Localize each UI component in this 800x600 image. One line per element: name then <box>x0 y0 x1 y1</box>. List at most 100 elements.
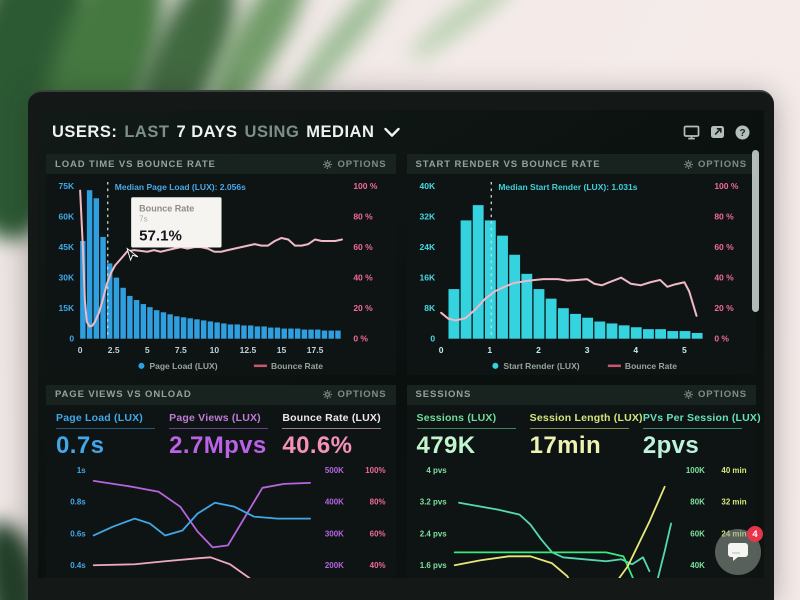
svg-text:Bounce Rate: Bounce Rate <box>271 361 323 371</box>
svg-text:40 %: 40 % <box>714 273 734 283</box>
svg-text:0: 0 <box>78 345 83 355</box>
svg-text:16K: 16K <box>419 273 435 283</box>
plant-leaf <box>404 0 528 67</box>
panel-load-time-vs-bounce-rate: LOAD TIME VS BOUNCE RATE OPTIONS 75K 60K 4… <box>46 154 396 375</box>
svg-text:0.8s: 0.8s <box>70 498 86 507</box>
metric-pvs-per-session: PVs Per Session (LUX) 2pvs <box>642 411 761 459</box>
header-segment: USERS: <box>52 122 118 141</box>
options-button[interactable]: OPTIONS <box>683 159 747 170</box>
svg-text:40 min: 40 min <box>721 466 746 475</box>
svg-text:Start Render (LUX): Start Render (LUX) <box>503 361 579 371</box>
svg-text:20 %: 20 % <box>714 303 734 313</box>
svg-text:60K: 60K <box>690 529 705 538</box>
metrics-row: Page Load (LUX) 0.7s Page Views (LUX) 2.… <box>46 405 396 462</box>
svg-text:0.6s: 0.6s <box>70 529 86 538</box>
svg-text:200K: 200K <box>325 561 344 570</box>
laptop: USERS: LAST 7 DAYS USING MEDIAN <box>28 90 774 600</box>
svg-text:0: 0 <box>430 334 435 344</box>
gear-icon <box>683 159 693 169</box>
svg-text:7.5: 7.5 <box>175 345 187 355</box>
chat-bubble[interactable]: 4 <box>715 526 763 575</box>
svg-text:40 %: 40 % <box>353 273 373 283</box>
svg-text:Bounce Rate: Bounce Rate <box>624 361 676 371</box>
svg-text:30K: 30K <box>58 273 74 283</box>
share-icon[interactable] <box>710 125 725 139</box>
header-segment: 7 DAYS <box>176 122 238 141</box>
panel-header: START RENDER VS BOUNCE RATE OPTIONS <box>406 154 756 174</box>
svg-text:17.5: 17.5 <box>307 345 324 355</box>
panel-start-render-vs-bounce-rate: START RENDER VS BOUNCE RATE OPTIONS 40K 3… <box>406 154 757 375</box>
chevron-down-icon <box>384 127 401 138</box>
help-icon[interactable]: ? <box>735 125 750 140</box>
svg-text:60K: 60K <box>58 212 74 222</box>
panel-page-views-vs-onload: PAGE VIEWS VS ONLOAD OPTIONS Page Load (… <box>46 384 396 578</box>
svg-text:57.1%: 57.1% <box>139 227 182 244</box>
panel-title: PAGE VIEWS VS ONLOAD <box>55 389 192 401</box>
header-segment: MEDIAN <box>306 122 375 141</box>
panel-title: SESSIONS <box>415 389 472 401</box>
options-button[interactable]: OPTIONS <box>683 389 747 400</box>
load-time-chart[interactable]: 75K 60K 45K 30K 15K 0 100 % 80 % 60 % 40 % 20 % 0 %… <box>46 174 396 375</box>
svg-text:2: 2 <box>536 345 541 355</box>
panel-header: PAGE VIEWS VS ONLOAD OPTIONS <box>46 384 396 405</box>
svg-text:8K: 8K <box>424 303 436 313</box>
svg-text:Median Start Render (LUX): 1.0: Median Start Render (LUX): 1.031s <box>498 182 637 192</box>
metric-page-views: Page Views (LUX) 2.7Mpvs <box>169 411 269 459</box>
svg-text:400K: 400K <box>325 498 344 507</box>
svg-text:60 %: 60 % <box>714 242 734 252</box>
svg-text:80K: 80K <box>690 498 705 507</box>
svg-text:80 %: 80 % <box>353 212 373 222</box>
svg-text:?: ? <box>739 128 745 139</box>
options-button[interactable]: OPTIONS <box>323 159 386 170</box>
svg-text:Page Load (LUX): Page Load (LUX) <box>149 361 217 371</box>
svg-text:2.4 pvs: 2.4 pvs <box>419 529 447 538</box>
gear-icon <box>683 390 693 400</box>
svg-text:3: 3 <box>584 345 589 355</box>
svg-text:10: 10 <box>210 345 220 355</box>
svg-text:5: 5 <box>682 345 687 355</box>
start-render-chart[interactable]: 40K 32K 24K 16K 8K 0 100 % 80 % 60 % 40 % 20 % 0 % 0… <box>407 174 757 375</box>
header-segment: LAST <box>124 122 170 141</box>
svg-text:80%: 80% <box>370 498 386 507</box>
metric-session-length: Session Length (LUX) 17min <box>529 411 643 459</box>
users-filter-dropdown[interactable]: USERS: LAST 7 DAYS USING MEDIAN <box>52 122 401 142</box>
svg-text:500K: 500K <box>325 466 344 475</box>
svg-text:1.6 pvs: 1.6 pvs <box>419 561 447 570</box>
svg-text:100K: 100K <box>685 466 704 475</box>
gear-icon <box>323 159 333 169</box>
svg-text:7s: 7s <box>139 214 147 223</box>
svg-text:40K: 40K <box>419 181 435 191</box>
notification-badge: 4 <box>747 526 763 542</box>
page-views-chart[interactable]: 1s 0.8s 0.6s 0.4s 500K 400K 300K 200K 100% 80% 60%… <box>46 462 396 578</box>
svg-text:32K: 32K <box>419 212 435 222</box>
svg-text:75K: 75K <box>58 181 74 191</box>
svg-text:15: 15 <box>277 345 287 355</box>
svg-text:Median Page Load (LUX): 2.056s: Median Page Load (LUX): 2.056s <box>115 182 246 192</box>
panel-sessions: SESSIONS OPTIONS Sessions (LUX) 479K <box>406 384 761 578</box>
metric-page-load: Page Load (LUX) 0.7s <box>56 412 159 460</box>
svg-text:45K: 45K <box>58 242 74 252</box>
svg-text:80 %: 80 % <box>714 212 734 222</box>
header-segment: USING <box>244 122 300 141</box>
metric-sessions: Sessions (LUX) 479K <box>416 412 520 460</box>
svg-text:100 %: 100 % <box>353 181 378 191</box>
svg-text:3.2 pvs: 3.2 pvs <box>419 498 447 507</box>
svg-text:100 %: 100 % <box>714 181 739 191</box>
svg-text:60%: 60% <box>370 529 386 538</box>
svg-text:12.5: 12.5 <box>240 345 257 355</box>
panel-title: LOAD TIME VS BOUNCE RATE <box>55 158 216 170</box>
svg-text:300K: 300K <box>325 529 344 538</box>
svg-text:100%: 100% <box>365 466 385 475</box>
svg-text:Bounce Rate: Bounce Rate <box>139 203 194 213</box>
monitor-icon[interactable] <box>683 125 700 140</box>
svg-text:0: 0 <box>438 345 443 355</box>
panel-header: SESSIONS OPTIONS <box>406 384 756 405</box>
scrollbar-thumb[interactable] <box>752 150 759 312</box>
options-button[interactable]: OPTIONS <box>323 389 386 400</box>
sessions-chart[interactable]: 4 pvs 3.2 pvs 2.4 pvs 1.6 pvs 100K 80K 60K 40K 4… <box>407 462 757 578</box>
svg-text:15K: 15K <box>58 303 74 313</box>
svg-text:20 %: 20 % <box>353 303 373 313</box>
svg-text:32 min: 32 min <box>721 498 746 507</box>
chat-icon <box>728 543 748 561</box>
